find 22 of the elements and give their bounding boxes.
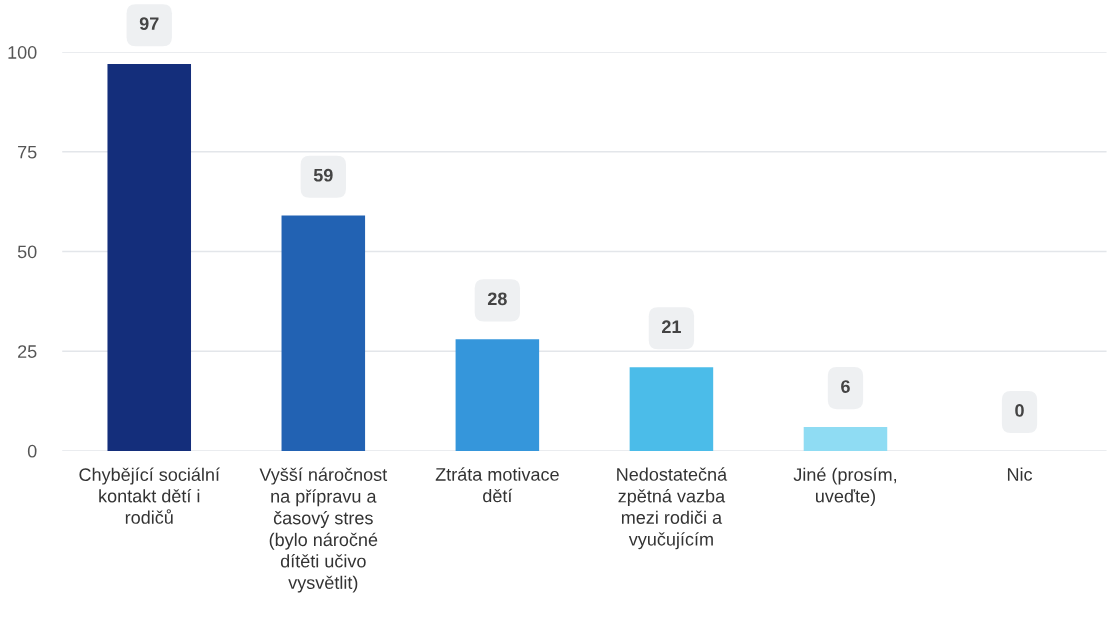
y-tick-label: 75	[18, 145, 37, 159]
y-tick-label: 50	[17, 245, 37, 259]
bar	[803, 426, 888, 451]
bar	[281, 215, 366, 451]
x-tick-label: Vyšší náročnost na přípravu a časový stres (bylo náročné dítěti učivo vysvětlit)	[259, 467, 388, 593]
data-label: 0	[1015, 404, 1024, 417]
bar	[455, 339, 540, 451]
data-label: 21	[662, 320, 681, 333]
data-label: 59	[313, 168, 333, 182]
y-tick-label: 25	[18, 345, 37, 358]
data-label: 97	[139, 17, 159, 31]
bar	[107, 64, 192, 451]
x-tick-label: Ztráta motivace dětí	[435, 467, 559, 503]
y-tick-label: 0	[27, 444, 37, 458]
data-label: 6	[841, 380, 850, 393]
x-tick-label: Chybějící sociální kontakt dětí i rodičů	[79, 467, 220, 524]
bar	[629, 367, 714, 451]
x-tick-label: Nic	[1007, 467, 1033, 481]
y-tick-label: 100	[8, 46, 37, 59]
x-tick-label: Nedostatečná zpětná vazba mezi rodiči a vyučujícím	[617, 467, 728, 550]
x-tick-label: Jiné (prosím, uveďte)	[793, 467, 897, 507]
data-label: 28	[487, 292, 507, 306]
